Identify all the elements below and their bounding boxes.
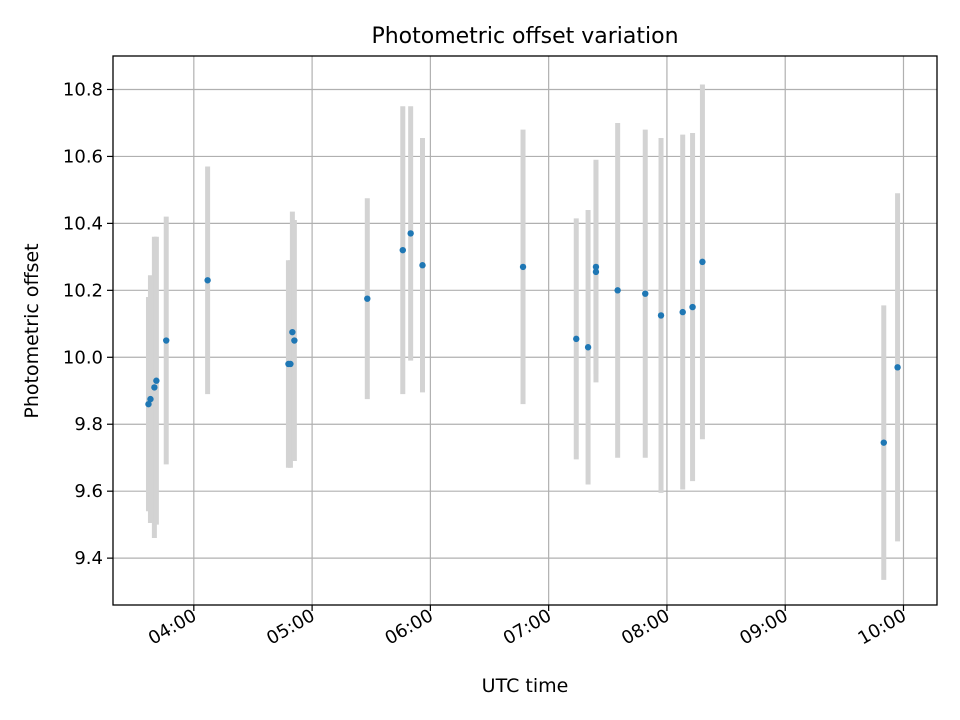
y-tick-label: 10.0 [63, 347, 103, 368]
data-point [151, 384, 158, 391]
data-point [614, 287, 621, 294]
x-tick-label: 07:00 [500, 605, 555, 649]
plot-frame [112, 55, 938, 606]
data-point [880, 439, 887, 446]
data-point [573, 335, 580, 343]
x-tick-label: 08:00 [618, 605, 673, 649]
data-point [519, 263, 527, 271]
x-tick-label: 04:00 [145, 605, 200, 649]
data-point [407, 230, 414, 237]
data-point [163, 337, 170, 344]
y-tick-label: 10.2 [63, 280, 103, 301]
data-point [592, 263, 600, 271]
data-point [145, 400, 152, 408]
data-point [287, 360, 294, 368]
y-axis-ticks: 9.4 9.6 9.8 10.0 10.2 10.4 10.6 10.8 [63, 79, 113, 569]
data-point [399, 246, 406, 254]
y-tick-label: 10.6 [63, 146, 103, 167]
data-point [642, 290, 649, 297]
data-point [153, 377, 160, 384]
data-point [657, 312, 665, 319]
x-tick-label: 05:00 [263, 605, 318, 649]
data-point [699, 258, 706, 266]
x-axis-label: UTC time [482, 675, 569, 697]
data-points [145, 230, 901, 446]
x-tick-label: 10:00 [855, 605, 910, 649]
data-point [419, 262, 426, 269]
data-point [364, 295, 371, 302]
data-point [204, 277, 211, 284]
data-point [291, 337, 298, 344]
data-point [679, 308, 686, 316]
y-tick-label: 9.6 [74, 481, 103, 502]
x-tick-label: 06:00 [381, 605, 436, 649]
data-point [894, 364, 901, 371]
data-point [689, 303, 696, 311]
data-point [592, 268, 600, 276]
y-tick-label: 9.8 [74, 414, 103, 435]
y-tick-label: 10.4 [63, 213, 103, 234]
y-axis-label: Photometric offset [21, 243, 43, 418]
y-tick-label: 10.8 [63, 79, 103, 100]
data-point [289, 328, 296, 336]
x-tick-label: 09:00 [736, 605, 791, 649]
data-point [147, 395, 154, 403]
chart-title: Photometric offset variation [371, 24, 678, 49]
data-point [584, 344, 592, 351]
x-axis-ticks: 04:00 05:00 06:00 07:00 08:00 09:00 10:00 [145, 605, 910, 649]
y-tick-label: 9.4 [74, 548, 103, 569]
